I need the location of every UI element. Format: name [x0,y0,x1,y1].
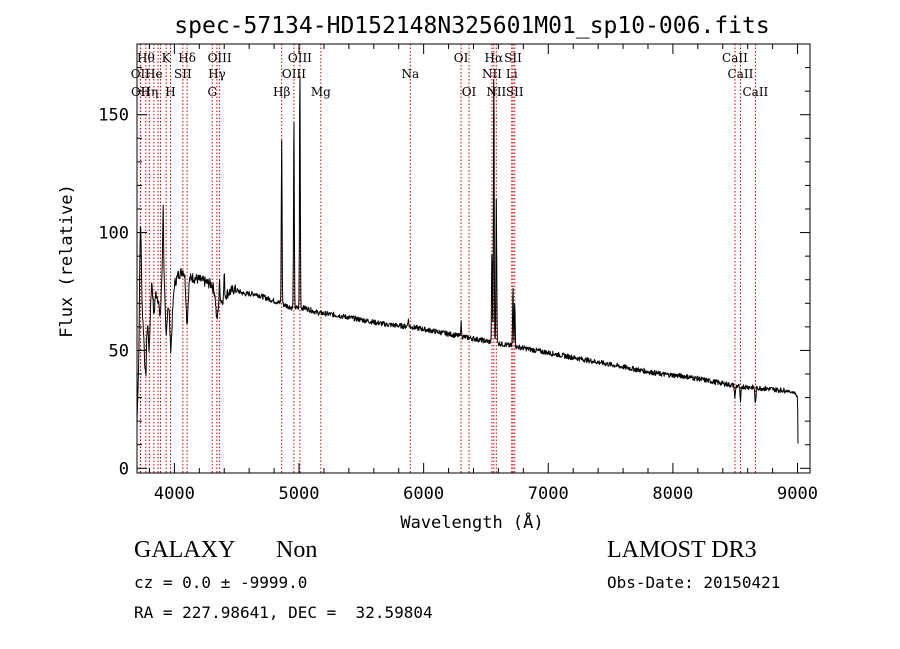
spectrum-line [136,76,799,444]
line-marker-label: OIII [282,67,306,81]
line-marker-label: OII [131,67,151,81]
object-class: GALAXY [134,537,236,563]
line-marker-label: Hη [141,85,159,99]
x-tick-label: 4000 [154,484,195,504]
axis-ticks: 4000 5000 6000 7000 8000 9000 0 50 100 150 [98,44,818,504]
y-axis-label: Flux (relative) [57,184,77,338]
line-marker-label: G [207,85,217,99]
chart-title: spec-57134-HD152148N325601M01_sp10-006.f… [174,13,769,39]
x-tick-label: 8000 [652,484,693,504]
line-marker-label: SII [174,67,192,81]
line-marker-label: Na [401,67,419,81]
line-marker-label: Hα [485,51,504,65]
line-marker-label: CaII [742,85,768,99]
line-markers [139,44,756,473]
line-marker-label: OI [454,51,469,65]
coordinates: RA = 227.98641, DEC = 32.59804 [134,603,433,622]
x-tick-label: 9000 [777,484,818,504]
line-marker-label: Mg [311,85,331,99]
line-marker-label: NII [486,85,506,99]
line-marker-label: Hγ [208,67,226,81]
line-marker-label: OII [131,85,151,99]
line-marker-labels: OII OII Hθ Hη He K H SII Hδ G Hγ OIII Hβ OIII OIII Mg Na… [131,51,769,99]
line-marker-label: CaII [722,51,748,65]
line-marker-label: Li [506,67,518,81]
object-subclass: Non [276,537,318,563]
x-axis-label: Wavelength (Å) [400,511,543,533]
survey-name: LAMOST DR3 [607,537,757,563]
y-tick-label: 50 [109,341,129,361]
line-marker-label: He [145,67,163,81]
y-tick-label: 0 [119,459,129,479]
plot-frame [136,43,811,474]
line-marker-label: OIII [208,51,232,65]
redshift-info: cz = 0.0 ± -9999.0 [134,573,308,592]
x-tick-label: 5000 [279,484,320,504]
line-marker-label: H [165,85,175,99]
observation-date: Obs-Date: 20150421 [607,573,781,592]
line-marker-label: SII [506,85,524,99]
x-tick-label: 7000 [528,484,569,504]
y-tick-label: 150 [98,106,129,126]
line-marker-label: CaII [728,67,754,81]
x-tick-label: 6000 [403,484,444,504]
line-marker-label: NII [482,67,502,81]
line-marker-label: OIII [288,51,312,65]
spectrum-series [136,76,799,444]
line-marker-label: Hβ [273,85,290,99]
line-marker-label: SII [504,51,522,65]
line-marker-label: Hδ [178,51,196,65]
line-marker-label: Hθ [137,51,155,65]
line-marker-label: K [162,51,172,65]
y-tick-label: 100 [98,224,129,244]
line-marker-label: OI [462,85,477,99]
